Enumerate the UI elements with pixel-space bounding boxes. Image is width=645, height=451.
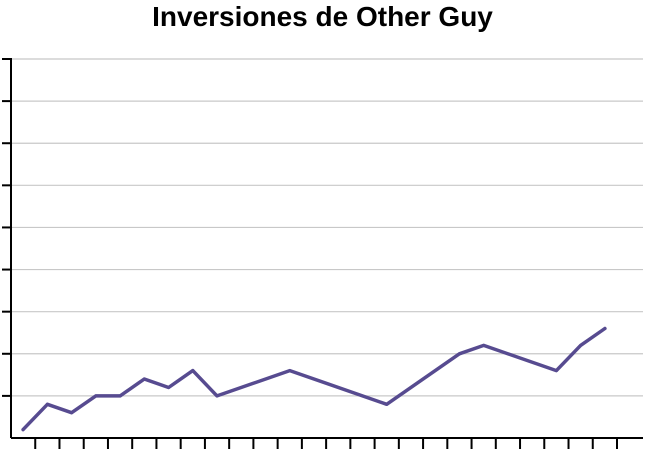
data-point [603, 327, 607, 331]
data-point [482, 343, 486, 347]
data-point [191, 369, 195, 373]
data-point [288, 369, 292, 373]
data-point [579, 343, 583, 347]
data-point [142, 377, 146, 381]
data-point [554, 369, 558, 373]
data-point [385, 402, 389, 406]
data-point [215, 394, 219, 398]
data-point [457, 352, 461, 356]
data-point [94, 394, 98, 398]
chart-title: Inversiones de Other Guy [152, 1, 493, 32]
data-point [118, 394, 122, 398]
data-point [70, 411, 74, 415]
data-point [21, 428, 25, 432]
series-line [21, 326, 607, 432]
data-point [45, 402, 49, 406]
data-point [167, 385, 171, 389]
